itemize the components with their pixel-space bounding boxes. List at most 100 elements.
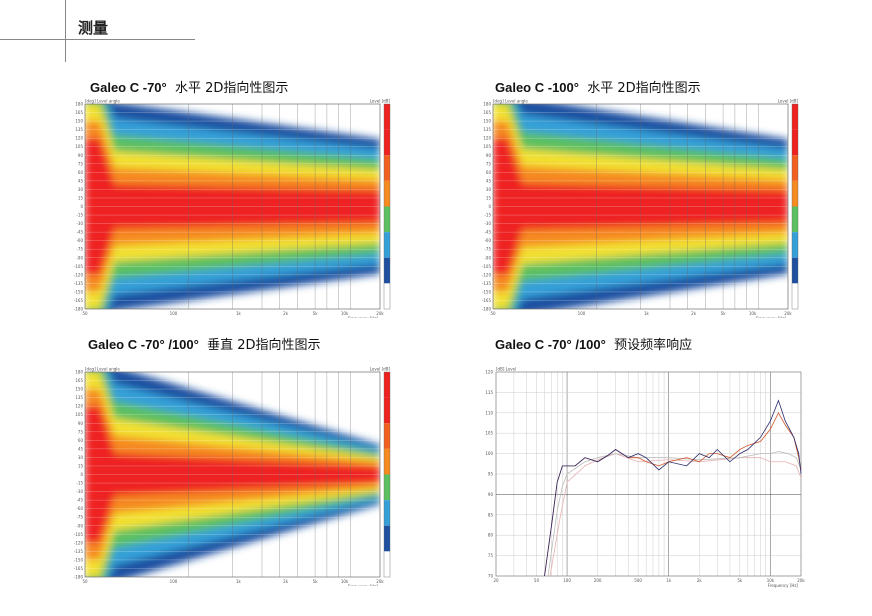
y-tick-label: -15 xyxy=(76,213,83,218)
section-heading: 测量 xyxy=(78,19,109,37)
y-tick-label: 90 xyxy=(486,153,492,158)
y-tick-label: 45 xyxy=(486,178,492,183)
x-tick-label: 2k xyxy=(697,578,703,583)
y-tick-label: 180 xyxy=(483,102,491,107)
x-tick-label: 20k xyxy=(797,578,805,583)
directivity-svg: 1801651501351201059075604530150-15-30-45… xyxy=(74,367,391,587)
series-line-D xyxy=(549,453,802,577)
x-tick-label: 10k xyxy=(749,311,757,316)
colorbar-segment xyxy=(384,129,390,156)
y-tick-label: -15 xyxy=(76,481,83,486)
x-tick-label: 1k xyxy=(666,578,672,583)
plot-title-text: 水平 2D指向性图示 xyxy=(175,81,289,96)
colorbar-segment xyxy=(384,104,390,130)
y-tick-label: 15 xyxy=(486,195,492,200)
y-tick-label: -165 xyxy=(74,298,84,303)
y-tick-label: 60 xyxy=(78,438,84,443)
y-tick-label: 60 xyxy=(486,170,492,175)
colorbar-segment xyxy=(384,474,390,501)
y-tick-label: -135 xyxy=(482,281,492,286)
heatmap-area xyxy=(493,104,788,309)
y-tick-label: 165 xyxy=(483,110,491,115)
y-tick-label: -15 xyxy=(484,213,491,218)
y-axis-label: [dB] Level xyxy=(496,367,516,372)
y-tick-label: 135 xyxy=(75,127,83,132)
y-tick-label: 30 xyxy=(486,187,492,192)
y-tick-label: -180 xyxy=(482,307,492,312)
y-tick-label: -30 xyxy=(484,221,491,226)
plot-title-3: Galeo C -70° /100° 垂直 2D指向性图示 xyxy=(88,334,321,353)
y-tick-label: -45 xyxy=(484,230,491,235)
x-tick-label: 100 xyxy=(170,579,178,584)
x-tick-label: 1k xyxy=(236,579,242,584)
x-tick-label: 5k xyxy=(721,311,727,316)
y-tick-label: 70 xyxy=(488,574,494,579)
y-tick-label: 75 xyxy=(488,553,494,558)
colorbar-segment xyxy=(384,525,390,552)
x-tick-label: 1k xyxy=(236,311,242,316)
plot-title-model: Galeo C -70° /100° xyxy=(88,337,199,352)
directivity-svg: 1801651501351201059075604530150-15-30-45… xyxy=(482,99,799,319)
y-tick-label: -60 xyxy=(76,238,83,243)
y-tick-label: -150 xyxy=(74,289,84,294)
colorbar-label: Level [dB] xyxy=(370,99,391,104)
x-axis-label: Frequency [Hz] xyxy=(768,583,799,588)
y-tick-label: -120 xyxy=(74,272,84,277)
y-axis-label: [deg] Level angle xyxy=(85,99,120,104)
divider-vertical xyxy=(65,0,66,62)
x-tick-label: 50 xyxy=(82,311,88,316)
plot-title-4: Galeo C -70° /100° 预设频率响应 xyxy=(495,334,692,353)
y-tick-label: 0 xyxy=(488,204,491,209)
y-tick-label: -60 xyxy=(76,506,83,511)
x-tick-label: 10k xyxy=(341,579,349,584)
x-tick-label: 500 xyxy=(634,578,642,583)
colorbar-segment xyxy=(792,180,798,207)
colorbar-segment xyxy=(792,104,798,130)
x-tick-label: 20k xyxy=(784,311,792,316)
y-tick-label: 15 xyxy=(78,195,84,200)
colorbar-segment xyxy=(384,283,390,309)
y-tick-label: -105 xyxy=(482,264,492,269)
plot-title-model: Galeo C -70° xyxy=(90,80,167,95)
y-tick-label: -90 xyxy=(76,523,83,528)
y-tick-label: -75 xyxy=(76,515,83,520)
y-tick-label: 95 xyxy=(488,472,494,477)
plot-title-model: Galeo C -70° /100° xyxy=(495,337,606,352)
colorbar-segment xyxy=(384,155,390,181)
plot-frame xyxy=(84,371,381,578)
colorbar-segment xyxy=(792,283,798,309)
y-tick-label: 105 xyxy=(75,412,83,417)
y-tick-label: 120 xyxy=(75,136,83,141)
y-tick-label: 110 xyxy=(485,410,493,415)
y-tick-label: -90 xyxy=(484,255,491,260)
colorbar-segment xyxy=(384,180,390,207)
plot-frame xyxy=(492,103,789,310)
y-tick-label: 115 xyxy=(485,390,493,395)
y-tick-label: 135 xyxy=(483,127,491,132)
y-tick-label: -150 xyxy=(74,557,84,562)
colorbar-segment xyxy=(792,257,798,284)
y-tick-label: 80 xyxy=(488,533,494,538)
y-tick-label: 75 xyxy=(78,429,84,434)
x-axis-label: Frequency [Hz] xyxy=(756,316,787,318)
y-tick-label: -165 xyxy=(482,298,492,303)
plot-title-1: Galeo C -70° 水平 2D指向性图示 xyxy=(90,77,288,96)
x-tick-label: 50 xyxy=(82,579,88,584)
y-tick-label: 85 xyxy=(488,512,494,517)
x-tick-label: 20k xyxy=(376,579,384,584)
plot-title-text: 预设频率响应 xyxy=(614,338,693,353)
plot-frame xyxy=(84,103,381,310)
y-tick-label: -180 xyxy=(74,307,84,312)
y-tick-label: 45 xyxy=(78,178,84,183)
x-tick-label: 200 xyxy=(594,578,602,583)
colorbar-frame xyxy=(791,103,799,310)
y-tick-label: -150 xyxy=(482,289,492,294)
y-tick-label: -30 xyxy=(76,221,83,226)
directivity-plot-horizontal-70: 180 165 150 135 120 105 90 75 60 45 30 15 0 -15 -30 -45… xyxy=(70,98,396,319)
y-tick-label: -120 xyxy=(74,540,84,545)
y-tick-label: 105 xyxy=(75,144,83,149)
x-axis-label: Frequency [Hz] xyxy=(348,316,379,318)
directivity-plot-vertical: 180 165 150 135 120 105 90 75 60 45 30 15 0 -15 -30 -45… xyxy=(70,366,396,587)
y-axis-label: [deg] Level angle xyxy=(493,99,528,104)
colorbar-segment xyxy=(384,232,390,258)
